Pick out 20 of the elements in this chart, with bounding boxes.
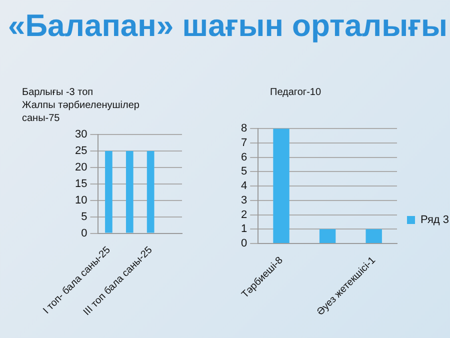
y-tick-label: 4 (240, 180, 248, 192)
y-tick-label: 20 (74, 162, 88, 174)
y-tick-label: 25 (74, 145, 88, 158)
y-tick-label: 10 (74, 194, 88, 206)
chart-title: Педагог-10 (269, 86, 322, 99)
y-tick-label: 15 (74, 178, 88, 190)
y-tick-label: 0 (81, 227, 88, 240)
y-tick-label: 0 (240, 238, 248, 250)
y-tick-label: 7 (240, 136, 248, 149)
y-tick-label: 3 (240, 194, 248, 206)
y-tick-label: 1 (240, 223, 248, 236)
text: «Балапан» шағын орталығы (8, 8, 448, 44)
y-tick-label: 5 (81, 210, 88, 223)
chart-title: Барлығы -3 топ Жалпы тәрбиеленушілер саны-75 (22, 86, 140, 125)
legend-label: Ряд 3 (420, 214, 450, 226)
y-tick-label: 5 (240, 166, 248, 178)
y-tick-label: 6 (240, 151, 248, 164)
y-tick-label: 30 (74, 128, 88, 141)
y-tick-label: 8 (240, 122, 248, 135)
y-tick-label: 2 (240, 208, 248, 221)
